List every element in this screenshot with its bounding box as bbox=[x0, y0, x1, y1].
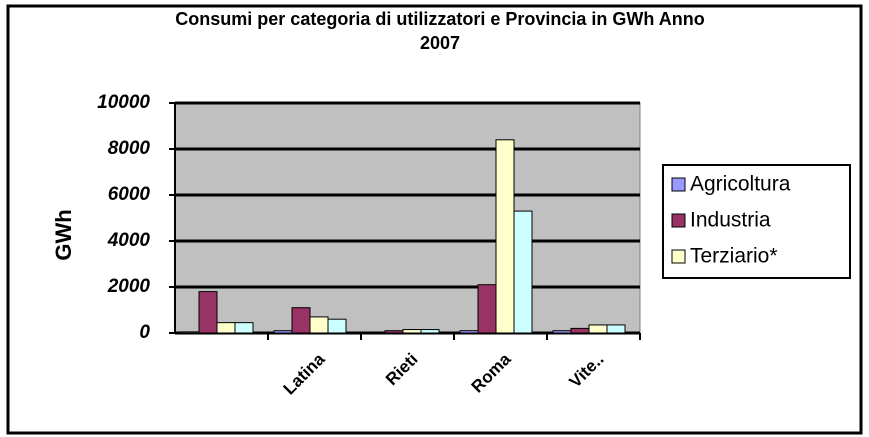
bar bbox=[291, 307, 311, 334]
legend-label: Agricoltura bbox=[690, 173, 791, 196]
bar bbox=[420, 329, 440, 334]
bar bbox=[327, 318, 347, 334]
bar bbox=[513, 210, 533, 334]
bar bbox=[198, 291, 218, 334]
y-tick-label: 8000 bbox=[108, 138, 151, 159]
plot-area bbox=[174, 102, 641, 334]
y-axis-label: GWh bbox=[51, 209, 76, 260]
bar bbox=[588, 324, 608, 334]
legend-swatch bbox=[671, 249, 686, 264]
y-tick-label: 4000 bbox=[107, 230, 151, 251]
bar bbox=[384, 330, 404, 334]
y-tick-label: 2000 bbox=[107, 276, 151, 297]
legend-label: Industria bbox=[690, 209, 771, 232]
legend-swatch bbox=[671, 177, 686, 192]
bar bbox=[402, 329, 422, 334]
chart-title: Consumi per categoria di utilizzatori e … bbox=[175, 9, 704, 53]
legend-label: Terziario* bbox=[690, 245, 778, 268]
bar bbox=[477, 284, 497, 334]
bar bbox=[495, 139, 515, 334]
y-tick-label: 0 bbox=[139, 322, 150, 343]
bar bbox=[234, 322, 254, 334]
bar bbox=[459, 330, 479, 334]
bar bbox=[273, 330, 293, 334]
bar bbox=[216, 322, 236, 334]
bar bbox=[606, 324, 626, 334]
y-tick-label: 6000 bbox=[108, 184, 151, 205]
bar bbox=[309, 316, 329, 334]
bar bbox=[366, 331, 386, 334]
y-tick-label: 10000 bbox=[97, 92, 150, 113]
legend-box bbox=[662, 164, 851, 279]
bar bbox=[552, 330, 572, 334]
bar bbox=[570, 327, 590, 334]
legend-swatch bbox=[671, 213, 686, 228]
bar bbox=[180, 331, 200, 334]
